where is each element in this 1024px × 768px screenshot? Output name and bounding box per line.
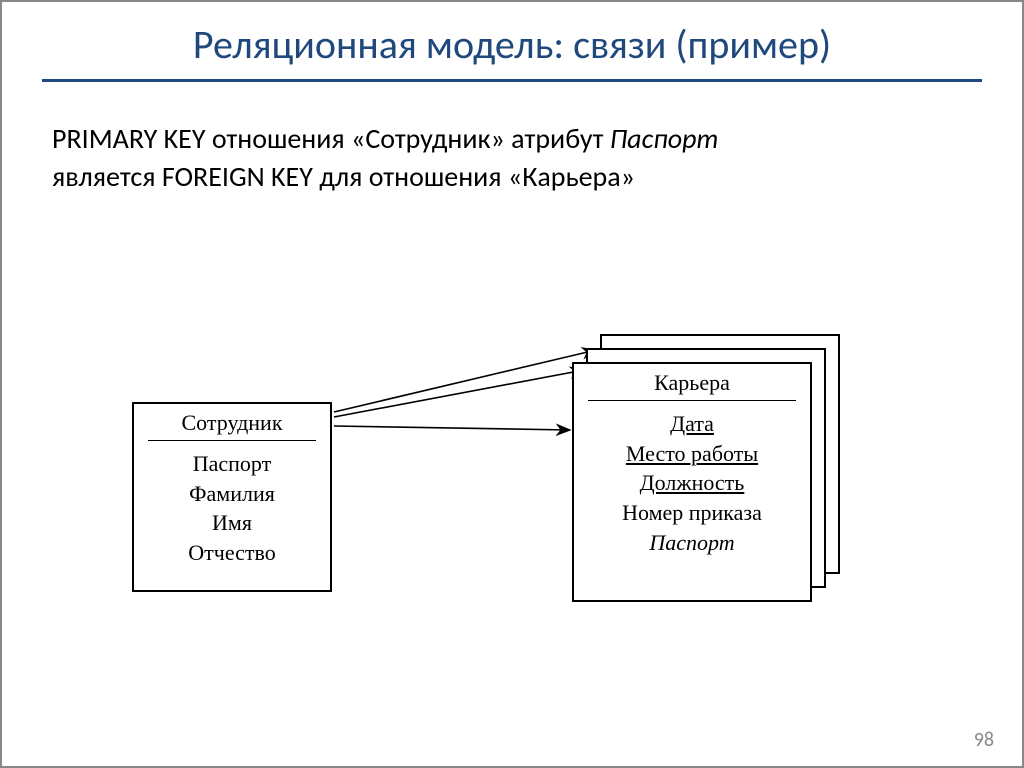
attr-паспорт: Паспорт: [584, 528, 800, 558]
relationship-arrow: [334, 426, 570, 430]
relationship-arrow: [334, 370, 584, 417]
attr-должность: Должность: [584, 468, 800, 498]
attr-номер-приказа: Номер приказа: [584, 498, 800, 528]
attr-паспорт: Паспорт: [144, 449, 320, 479]
attr-имя: Имя: [144, 508, 320, 538]
entity-employee-rule: [148, 440, 316, 441]
diagram-area: Карьера ДатаМесто работыДолжностьНомер п…: [102, 312, 922, 672]
entity-employee-title: Сотрудник: [134, 404, 330, 438]
attr-дата: Дата: [584, 409, 800, 439]
entity-career-attrs: ДатаМесто работыДолжностьНомер приказаПа…: [574, 407, 810, 567]
slide: Реляционная модель: связи (пример) PRIMA…: [0, 0, 1024, 768]
attr-отчество: Отчество: [144, 538, 320, 568]
attr-фамилия: Фамилия: [144, 479, 320, 509]
page-number: 98: [974, 728, 994, 752]
body-text: PRIMARY KEY отношения «Сотрудник» атрибу…: [2, 90, 1022, 196]
slide-title-block: Реляционная модель: связи (пример): [2, 2, 1022, 90]
body-line-2: является FOREIGN KEY для отношения «Карь…: [52, 159, 635, 194]
slide-title: Реляционная модель: связи (пример): [2, 20, 1022, 69]
relationship-arrow: [334, 350, 596, 412]
entity-career: Карьера ДатаМесто работыДолжностьНомер п…: [572, 362, 812, 602]
body-line-1a: PRIMARY KEY отношения «Сотрудник» атрибу…: [52, 121, 610, 156]
attr-место-работы: Место работы: [584, 439, 800, 469]
entity-employee-attrs: ПаспортФамилияИмяОтчество: [134, 447, 330, 578]
entity-employee: Сотрудник ПаспортФамилияИмяОтчество: [132, 402, 332, 592]
entity-career-rule: [588, 400, 796, 401]
entity-career-title: Карьера: [574, 364, 810, 398]
title-underline: [42, 79, 982, 82]
body-line-1-em: Паспорт: [610, 121, 719, 156]
